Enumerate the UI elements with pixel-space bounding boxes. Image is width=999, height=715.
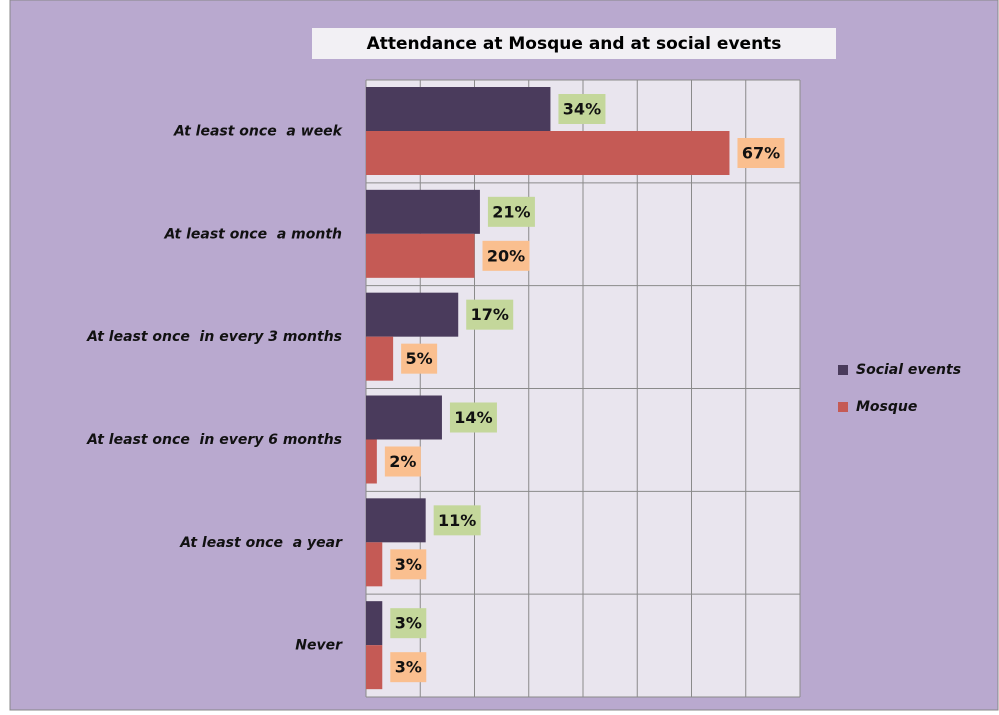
bar [366,87,551,131]
label-bg [466,299,514,330]
legend-swatch [838,365,848,375]
bar [366,542,383,587]
value-label: 3% [395,555,422,574]
category-label: At least once a week [173,123,344,139]
label-bg [449,402,497,433]
label-bg [401,343,438,374]
label-bg [487,196,535,227]
bar [366,395,442,440]
value-label: 14% [454,408,492,427]
value-label: 11% [438,511,476,530]
value-label: 3% [395,658,422,677]
legend-label: Mosque [856,399,917,415]
label-bg [390,652,427,683]
value-label: 34% [563,100,601,119]
label-bg [390,549,427,580]
value-label: 17% [471,305,509,324]
category-label: At least once in every 6 months [86,432,342,448]
label-bg [482,240,530,271]
value-label: 20% [487,246,525,265]
bar [366,439,377,484]
bar [366,601,383,646]
label-bg [433,505,481,536]
bar [366,498,426,543]
category-label: Never [295,638,343,654]
legend-label: Social events [856,362,961,378]
value-label: 21% [492,202,530,221]
bar [366,336,394,381]
chart-title: Attendance at Mosque and at social event… [367,34,782,54]
value-label: 3% [395,614,422,633]
label-bg [737,138,785,168]
bar [366,292,459,337]
value-label: 67% [742,144,780,163]
value-label: 2% [389,452,416,471]
bar [366,645,383,690]
legend-swatch [838,402,848,412]
bar [366,131,730,175]
label-bg [558,94,606,124]
category-label: At least once in every 3 months [86,329,342,345]
value-label: 5% [406,349,433,368]
bar [366,233,475,278]
title-box [312,28,836,59]
label-bg [384,446,421,477]
bar [366,189,480,234]
category-label: At least once a month [163,226,342,242]
category-label: At least once a year [179,535,343,551]
label-bg [390,608,427,639]
